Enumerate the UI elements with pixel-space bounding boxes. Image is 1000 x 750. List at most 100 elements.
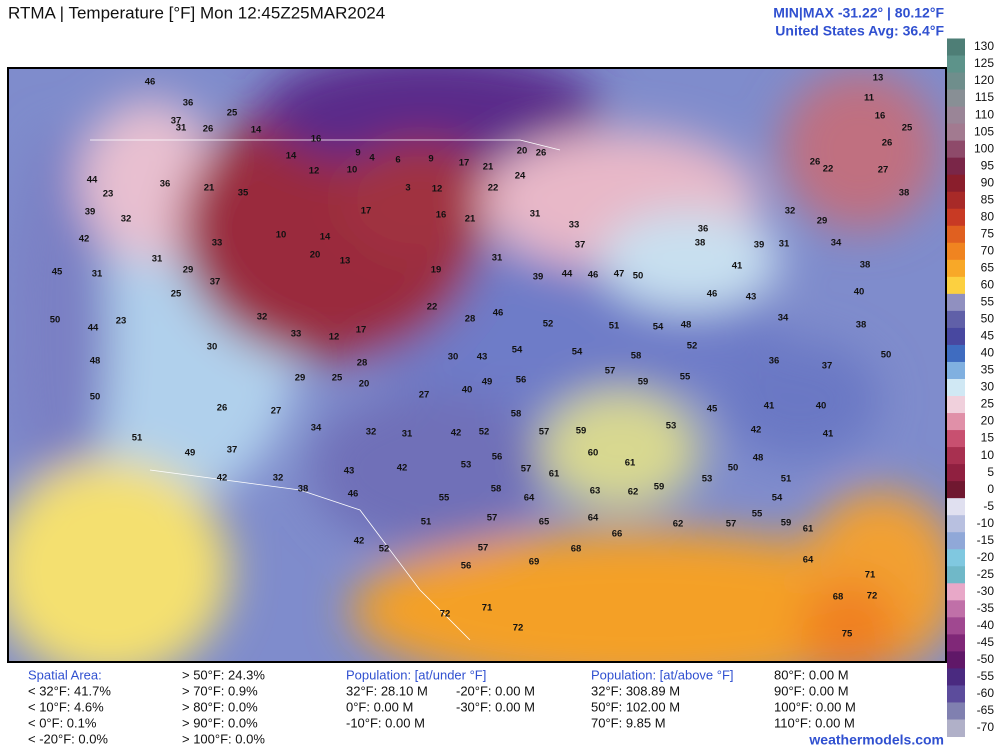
footer-item: > 50°F: 24.3% [182, 667, 265, 682]
colorbar-swatch [947, 566, 965, 584]
station-value: 49 [185, 448, 196, 459]
station-value: 25 [902, 123, 913, 134]
footer-item: 90°F: 0.00 M [774, 683, 849, 698]
station-value: 38 [860, 260, 871, 271]
colorbar-swatch [947, 174, 965, 193]
station-value: 59 [638, 377, 649, 388]
station-value: 29 [183, 265, 194, 276]
station-value: 72 [513, 623, 524, 634]
colorbar-swatch [947, 430, 965, 448]
station-value: 19 [431, 265, 442, 276]
colorbar-swatch [947, 651, 965, 669]
station-value: 20 [310, 250, 321, 261]
station-value: 31 [492, 253, 503, 264]
colorbar-swatch [947, 498, 965, 516]
station-value: 56 [492, 452, 503, 463]
colorbar-swatch [947, 157, 965, 176]
station-value: 46 [588, 270, 599, 281]
station-value: 48 [753, 453, 764, 464]
station-value: 55 [439, 493, 450, 504]
station-value: 64 [803, 555, 814, 566]
colorbar-label: 115 [975, 90, 994, 104]
map [8, 68, 946, 662]
colorbar-swatch [947, 344, 965, 363]
colorbar-swatch [947, 293, 965, 312]
station-value: 26 [217, 403, 228, 414]
colorbar-swatch [947, 532, 965, 550]
station-value: 29 [817, 216, 828, 227]
colorbar: 1301251201151101051009590858075706560555… [947, 38, 995, 738]
station-value: 39 [85, 207, 96, 218]
station-value: 33 [291, 329, 302, 340]
station-value: 57 [487, 513, 498, 524]
colorbar-label: 10 [981, 448, 995, 462]
station-value: 50 [728, 463, 739, 474]
footer-item: > 90°F: 0.0% [182, 715, 258, 730]
station-value: 22 [427, 302, 438, 313]
colorbar-label: 95 [981, 158, 995, 172]
station-value: 20 [517, 146, 528, 157]
colorbar-swatch [947, 123, 965, 142]
colorbar-label: 90 [981, 175, 995, 189]
station-value: 10 [276, 230, 287, 241]
station-value: 44 [88, 323, 99, 334]
colorbar-label: 65 [981, 260, 995, 274]
colorbar-label: -70 [977, 720, 995, 734]
station-value: 44 [562, 269, 573, 280]
station-value: 59 [781, 518, 792, 529]
station-value: 58 [491, 484, 502, 495]
colorbar-label: 105 [974, 124, 994, 138]
colorbar-swatch [947, 106, 965, 125]
station-value: 57 [478, 543, 489, 554]
footer: Spatial Area:< 32°F: 41.7%< 10°F: 4.6%< … [28, 667, 944, 747]
colorbar-swatch [947, 55, 965, 74]
station-value: 38 [298, 484, 309, 495]
title: RTMA | Temperature [°F] Mon 12:45Z25MAR2… [8, 3, 385, 22]
colorbar-label: -10 [977, 516, 995, 530]
station-value: 33 [569, 220, 580, 231]
station-value: 50 [881, 350, 892, 361]
station-value: 61 [803, 524, 814, 535]
colorbar-swatch [947, 549, 965, 567]
station-value: 6 [395, 155, 400, 166]
colorbar-swatch [947, 327, 965, 346]
station-value: 36 [160, 179, 171, 190]
colorbar-label: 35 [981, 363, 995, 377]
station-value: 48 [681, 320, 692, 331]
station-value: 48 [90, 356, 101, 367]
station-value: 37 [171, 116, 182, 127]
colorbar-label: -5 [983, 499, 994, 513]
colorbar-swatch [947, 396, 965, 414]
footer-item: 32°F: 308.89 M [591, 683, 680, 698]
colorbar-label: -40 [977, 618, 995, 632]
station-value: 61 [625, 458, 636, 469]
colorbar-swatch [947, 702, 965, 720]
station-value: 55 [680, 372, 691, 383]
station-value: 30 [448, 352, 459, 363]
station-value: 49 [482, 377, 493, 388]
station-value: 32 [121, 214, 132, 225]
station-value: 63 [590, 486, 601, 497]
station-value: 50 [50, 315, 61, 326]
footer-heading: Population: [at/under °F] [346, 667, 486, 682]
station-value: 39 [533, 272, 544, 283]
station-value: 36 [183, 98, 194, 109]
colorbar-label: 100 [974, 141, 994, 155]
station-value: 23 [116, 316, 127, 327]
station-value: 64 [588, 513, 599, 524]
colorbar-swatch [947, 361, 965, 380]
colorbar-swatch [947, 276, 965, 295]
station-value: 71 [482, 603, 493, 614]
colorbar-label: 120 [974, 73, 994, 87]
station-value: 51 [132, 433, 143, 444]
station-value: 45 [707, 404, 718, 415]
colorbar-label: 110 [975, 107, 994, 121]
footer-item: < 0°F: 0.1% [28, 715, 97, 730]
colorbar-swatch [947, 634, 965, 652]
station-value: 11 [864, 93, 875, 104]
colorbar-label: 60 [981, 278, 995, 292]
colorbar-swatch [947, 38, 965, 57]
station-value: 68 [571, 544, 582, 555]
station-value: 4 [369, 153, 375, 164]
footer-item: -10°F: 0.00 M [346, 715, 425, 730]
